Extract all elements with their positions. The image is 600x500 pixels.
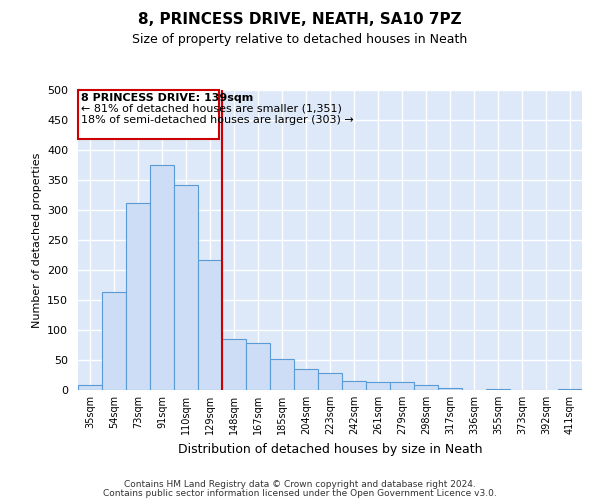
Bar [174, 186, 198, 390]
Text: 8, PRINCESS DRIVE, NEATH, SA10 7PZ: 8, PRINCESS DRIVE, NEATH, SA10 7PZ [138, 12, 462, 28]
Text: ← 81% of detached houses are smaller (1,351): ← 81% of detached houses are smaller (1,… [82, 104, 342, 114]
Bar [318, 373, 342, 390]
Bar [198, 260, 222, 390]
Bar [270, 359, 294, 390]
Text: 8 PRINCESS DRIVE: 139sqm: 8 PRINCESS DRIVE: 139sqm [82, 93, 254, 103]
Bar [294, 369, 318, 390]
Bar [438, 388, 462, 390]
Bar [126, 203, 150, 390]
Bar [78, 385, 102, 390]
Bar [366, 382, 390, 390]
Bar [390, 382, 414, 390]
Text: Contains public sector information licensed under the Open Government Licence v3: Contains public sector information licen… [103, 490, 497, 498]
Bar [342, 381, 366, 390]
Bar [150, 165, 174, 390]
Text: Size of property relative to detached houses in Neath: Size of property relative to detached ho… [133, 32, 467, 46]
Y-axis label: Number of detached properties: Number of detached properties [32, 152, 41, 328]
Bar [102, 292, 126, 390]
Bar [222, 339, 246, 390]
Text: Contains HM Land Registry data © Crown copyright and database right 2024.: Contains HM Land Registry data © Crown c… [124, 480, 476, 489]
Bar [414, 385, 438, 390]
FancyBboxPatch shape [79, 90, 219, 139]
Text: 18% of semi-detached houses are larger (303) →: 18% of semi-detached houses are larger (… [82, 114, 354, 124]
Bar [246, 343, 270, 390]
X-axis label: Distribution of detached houses by size in Neath: Distribution of detached houses by size … [178, 442, 482, 456]
